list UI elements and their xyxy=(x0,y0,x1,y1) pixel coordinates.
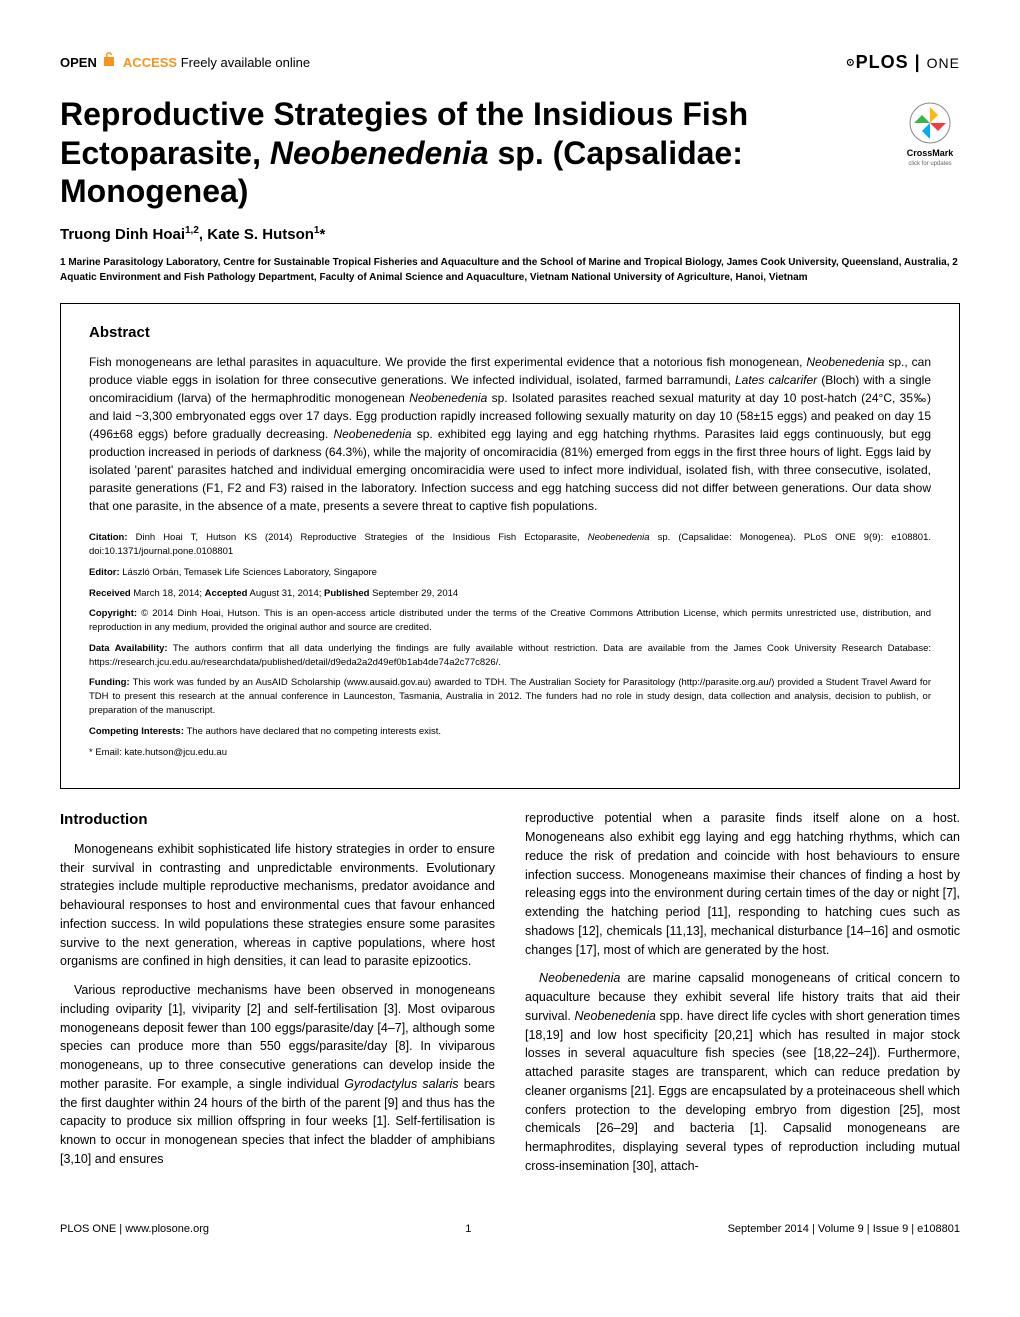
left-column: Introduction Monogeneans exhibit sophist… xyxy=(60,809,495,1185)
one-text: ONE xyxy=(927,55,960,71)
title-line2-italic: Neobenedenia xyxy=(270,135,489,171)
body-columns: Introduction Monogeneans exhibit sophist… xyxy=(60,809,960,1185)
author1: Truong Dinh Hoai xyxy=(60,226,185,243)
crossmark-icon xyxy=(908,101,952,145)
title-line3: Monogenea) xyxy=(60,173,248,209)
copyright-text: © 2014 Dinh Hoai, Hutson. This is an ope… xyxy=(89,608,931,633)
author1-sup: 1,2 xyxy=(185,225,199,236)
copyright-line: Copyright: © 2014 Dinh Hoai, Hutson. Thi… xyxy=(89,607,931,635)
header-row: OPEN ACCESS Freely available online ⊙PLO… xyxy=(60,50,960,75)
access-text: ACCESS xyxy=(123,55,177,70)
accepted-label: Accepted xyxy=(205,588,248,599)
email-label: * Email: xyxy=(89,747,124,758)
competing-label: Competing Interests: xyxy=(89,726,184,737)
plos-text: PLOS xyxy=(856,52,909,72)
received-text: March 18, 2014; xyxy=(131,588,205,599)
right-p1: reproductive potential when a parasite f… xyxy=(525,809,960,959)
journal-logo: ⊙PLOS | ONE xyxy=(846,50,960,75)
dates-line: Received March 18, 2014; Accepted August… xyxy=(89,587,931,601)
affiliations: 1 Marine Parasitology Laboratory, Centre… xyxy=(60,255,960,285)
divider-icon: | xyxy=(915,52,921,72)
editor-label: Editor: xyxy=(89,567,120,578)
copyright-label: Copyright: xyxy=(89,608,137,619)
citation-line: Citation: Dinh Hoai T, Hutson KS (2014) … xyxy=(89,531,931,559)
data-text: The authors confirm that all data underl… xyxy=(89,643,931,668)
freely-text: Freely available online xyxy=(181,55,310,70)
accepted-text: August 31, 2014; xyxy=(247,588,324,599)
published-text: September 29, 2014 xyxy=(369,588,458,599)
data-availability-line: Data Availability: The authors confirm t… xyxy=(89,642,931,670)
lock-icon xyxy=(102,54,120,71)
left-p1: Monogeneans exhibit sophisticated life h… xyxy=(60,840,495,971)
funding-label: Funding: xyxy=(89,677,130,688)
email-line: * Email: kate.hutson@jcu.edu.au xyxy=(89,746,931,760)
citation-italic: Neobenedenia xyxy=(588,532,650,543)
crossmark-label: CrossMark xyxy=(900,147,960,160)
right-p2: Neobenedenia are marine capsalid monogen… xyxy=(525,969,960,1175)
title-line1: Reproductive Strategies of the Insidious… xyxy=(60,96,748,132)
citation-label: Citation: xyxy=(89,532,128,543)
footer-center: 1 xyxy=(465,1222,471,1237)
editor-text: László Orbán, Temasek Life Sciences Labo… xyxy=(120,567,377,578)
funding-line: Funding: This work was funded by an AusA… xyxy=(89,676,931,717)
citation-text: Dinh Hoai T, Hutson KS (2014) Reproducti… xyxy=(128,532,588,543)
crossmark-sub: click for updates xyxy=(900,160,960,168)
authors-line: Truong Dinh Hoai1,2, Kate S. Hutson1* xyxy=(60,224,960,245)
footer-right: September 2014 | Volume 9 | Issue 9 | e1… xyxy=(728,1222,960,1237)
title-row: Reproductive Strategies of the Insidious… xyxy=(60,95,960,210)
article-title: Reproductive Strategies of the Insidious… xyxy=(60,95,880,210)
author-sep: , Kate S. Hutson xyxy=(199,226,314,243)
crossmark-badge[interactable]: CrossMark click for updates xyxy=(900,101,960,168)
competing-line: Competing Interests: The authors have de… xyxy=(89,725,931,739)
right-column: reproductive potential when a parasite f… xyxy=(525,809,960,1185)
abstract-box: Abstract Fish monogeneans are lethal par… xyxy=(60,303,960,789)
competing-text: The authors have declared that no compet… xyxy=(184,726,441,737)
abstract-heading: Abstract xyxy=(89,322,931,343)
page-footer: PLOS ONE | www.plosone.org 1 September 2… xyxy=(60,1216,960,1237)
open-text: OPEN xyxy=(60,55,97,70)
open-access-badge: OPEN ACCESS Freely available online xyxy=(60,51,310,74)
abstract-text: Fish monogeneans are lethal parasites in… xyxy=(89,353,931,515)
data-label: Data Availability: xyxy=(89,643,168,654)
left-p2: Various reproductive mechanisms have bee… xyxy=(60,981,495,1169)
title-line2-pre: Ectoparasite, xyxy=(60,135,270,171)
intro-heading: Introduction xyxy=(60,809,495,832)
footer-left: PLOS ONE | www.plosone.org xyxy=(60,1222,209,1237)
editor-line: Editor: László Orbán, Temasek Life Scien… xyxy=(89,566,931,580)
logo-dot-icon: ⊙ xyxy=(846,57,855,68)
email-value: kate.hutson@jcu.edu.au xyxy=(124,747,227,758)
published-label: Published xyxy=(324,588,369,599)
funding-text: This work was funded by an AusAID Schola… xyxy=(89,677,931,716)
title-line2-post: sp. (Capsalidae: xyxy=(489,135,743,171)
received-label: Received xyxy=(89,588,131,599)
author-asterisk: * xyxy=(319,226,325,243)
